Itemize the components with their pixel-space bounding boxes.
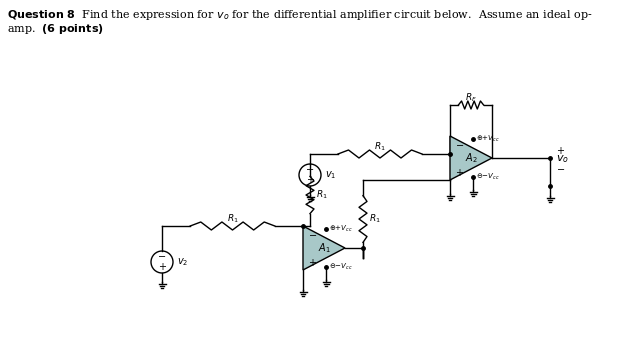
Polygon shape [450,136,492,180]
Text: $\ominus$$-V_{cc}$: $\ominus$$-V_{cc}$ [329,262,353,272]
Text: $v_o$: $v_o$ [556,153,569,165]
Text: −: − [306,165,314,175]
Text: $+$: $+$ [455,167,464,178]
Text: $\oplus$$+V_{cc}$: $\oplus$$+V_{cc}$ [329,224,353,234]
Text: $R_1$: $R_1$ [369,213,381,225]
Text: $A_1$: $A_1$ [318,241,330,255]
Text: +: + [158,262,166,272]
Text: −: − [158,252,166,262]
Polygon shape [303,226,345,270]
Text: amp.  $\mathbf{(6\ points)}$: amp. $\mathbf{(6\ points)}$ [7,22,104,36]
Text: $R_1$: $R_1$ [226,213,238,225]
Text: $-$: $-$ [455,139,464,149]
Text: $R_F$: $R_F$ [465,92,477,104]
Text: $\mathbf{Question\ 8}$  Find the expression for $v_o$ for the differential ampli: $\mathbf{Question\ 8}$ Find the expressi… [7,8,593,22]
Text: $-$: $-$ [308,229,317,239]
Text: $+$: $+$ [308,257,317,268]
Text: $+$: $+$ [556,145,565,156]
Text: +: + [306,175,314,185]
Text: $R_1$: $R_1$ [316,189,328,201]
Text: $R_1$: $R_1$ [374,141,386,153]
Text: $v_1$: $v_1$ [325,169,337,181]
Text: $v_2$: $v_2$ [177,256,188,268]
Text: $-$: $-$ [556,163,565,173]
Text: $\ominus$$-V_{cc}$: $\ominus$$-V_{cc}$ [476,172,500,182]
Text: $A_2$: $A_2$ [465,151,477,165]
Text: $\oplus$$+V_{cc}$: $\oplus$$+V_{cc}$ [476,134,500,144]
